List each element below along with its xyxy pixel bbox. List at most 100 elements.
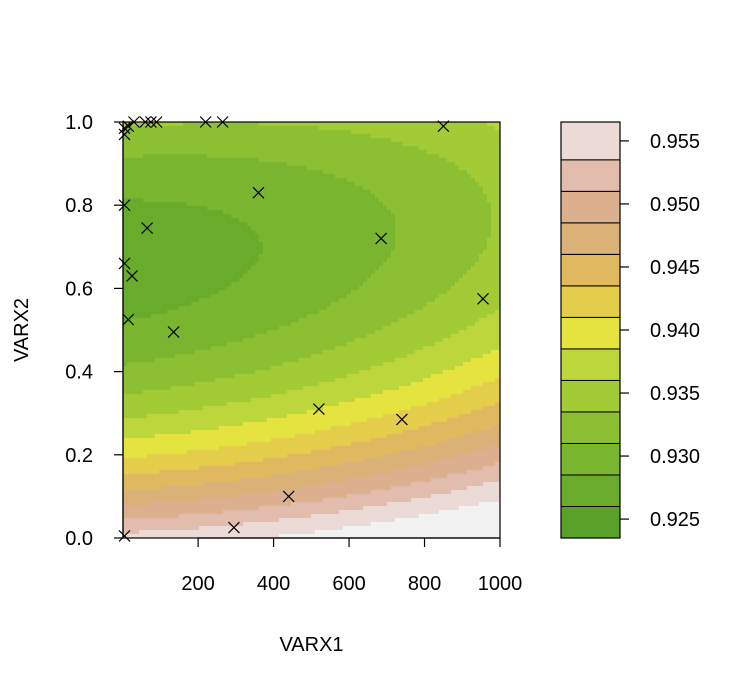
contour-cell <box>231 302 236 307</box>
contour-cell <box>375 270 380 275</box>
contour-cell <box>247 190 252 195</box>
contour-cell <box>283 126 288 131</box>
contour-cell <box>415 302 420 307</box>
contour-cell <box>311 262 316 267</box>
contour-cell <box>143 202 148 207</box>
contour-cell <box>479 234 484 239</box>
contour-cell <box>371 298 376 303</box>
contour-cell <box>367 210 372 215</box>
contour-cell <box>311 122 316 127</box>
contour-cell <box>371 218 376 223</box>
contour-cell <box>135 174 140 179</box>
contour-cell <box>239 246 244 251</box>
contour-cell <box>151 170 156 175</box>
contour-cell <box>247 226 252 231</box>
contour-cell <box>131 234 136 239</box>
contour-cell <box>471 262 476 267</box>
contour-cell <box>215 126 220 131</box>
contour-cell <box>435 130 440 135</box>
contour-cell <box>323 222 328 227</box>
contour-cell <box>227 158 232 163</box>
contour-cell <box>243 290 248 295</box>
contour-cell <box>143 290 148 295</box>
contour-cell <box>135 186 140 191</box>
contour-cell <box>443 282 448 287</box>
contour-cell <box>447 234 452 239</box>
contour-cell <box>415 230 420 235</box>
contour-cell <box>243 226 248 231</box>
contour-cell <box>427 262 432 267</box>
contour-cell <box>147 182 152 187</box>
contour-cell <box>451 278 456 283</box>
contour-cell <box>395 238 400 243</box>
contour-cell <box>339 178 344 183</box>
contour-cell <box>223 186 228 191</box>
contour-cell <box>447 322 452 327</box>
contour-cell <box>419 302 424 307</box>
contour-cell <box>159 294 164 299</box>
contour-cell <box>163 142 168 147</box>
contour-cell <box>223 266 228 271</box>
contour-cell <box>263 202 268 207</box>
contour-cell <box>219 214 224 219</box>
contour-cell <box>295 266 300 271</box>
contour-cell <box>127 166 132 171</box>
contour-cell <box>159 206 164 211</box>
contour-cell <box>199 202 204 207</box>
contour-cell <box>147 198 152 203</box>
contour-cell <box>167 182 172 187</box>
contour-cell <box>183 126 188 131</box>
contour-cell <box>259 298 264 303</box>
contour-cell <box>223 250 228 255</box>
contour-cell <box>319 258 324 263</box>
contour-cell <box>239 250 244 255</box>
contour-cell <box>183 270 188 275</box>
contour-cell <box>147 146 152 151</box>
contour-cell <box>259 138 264 143</box>
contour-cell <box>271 242 276 247</box>
contour-cell <box>367 286 372 291</box>
contour-cell <box>127 294 132 299</box>
contour-cell <box>175 238 180 243</box>
contour-cell <box>183 218 188 223</box>
contour-cell <box>351 286 356 291</box>
contour-cell <box>431 238 436 243</box>
contour-cell <box>427 210 432 215</box>
contour-cell <box>379 306 384 311</box>
contour-cell <box>131 302 136 307</box>
contour-cell <box>143 122 148 127</box>
contour-cell <box>211 218 216 223</box>
contour-cell <box>239 294 244 299</box>
contour-cell <box>391 142 396 147</box>
contour-cell <box>347 206 352 211</box>
contour-cell <box>195 194 200 199</box>
contour-cell <box>299 182 304 187</box>
contour-cell <box>403 294 408 299</box>
contour-cell <box>475 222 480 227</box>
contour-cell <box>355 302 360 307</box>
contour-cell <box>367 226 372 231</box>
contour-cell <box>339 278 344 283</box>
contour-cell <box>263 222 268 227</box>
contour-cell <box>419 182 424 187</box>
contour-cell <box>127 278 132 283</box>
contour-cell <box>231 322 236 327</box>
contour-cell <box>491 158 496 163</box>
contour-cell <box>243 294 248 299</box>
contour-cell <box>363 126 368 131</box>
contour-cell <box>459 290 464 295</box>
contour-cell <box>483 198 488 203</box>
contour-cell <box>275 318 280 323</box>
contour-cell <box>167 234 172 239</box>
contour-cell <box>343 194 348 199</box>
contour-cell <box>359 326 364 331</box>
contour-cell <box>455 326 460 331</box>
contour-cell <box>411 198 416 203</box>
contour-cell <box>423 206 428 211</box>
contour-cell <box>263 186 268 191</box>
contour-cell <box>127 154 132 159</box>
contour-cell <box>387 210 392 215</box>
contour-cell <box>443 286 448 291</box>
contour-cell <box>231 278 236 283</box>
contour-cell <box>223 326 228 331</box>
